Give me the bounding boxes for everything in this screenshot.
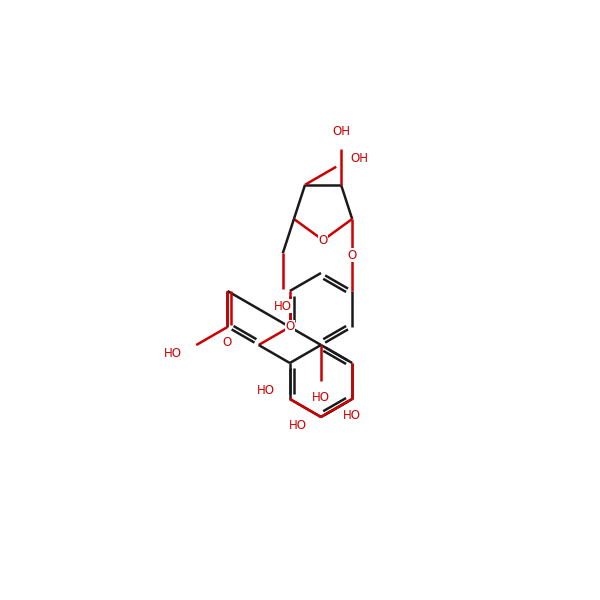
Text: HO: HO <box>312 391 330 404</box>
Text: OH: OH <box>351 152 369 165</box>
Text: O: O <box>319 233 328 247</box>
Text: O: O <box>285 320 295 334</box>
Text: HO: HO <box>164 347 182 360</box>
Text: HO: HO <box>274 299 292 313</box>
Text: O: O <box>347 248 357 262</box>
Text: HO: HO <box>257 384 275 397</box>
Text: O: O <box>223 335 232 349</box>
Text: HO: HO <box>343 409 361 422</box>
Text: OH: OH <box>332 125 350 139</box>
Text: HO: HO <box>289 419 307 432</box>
